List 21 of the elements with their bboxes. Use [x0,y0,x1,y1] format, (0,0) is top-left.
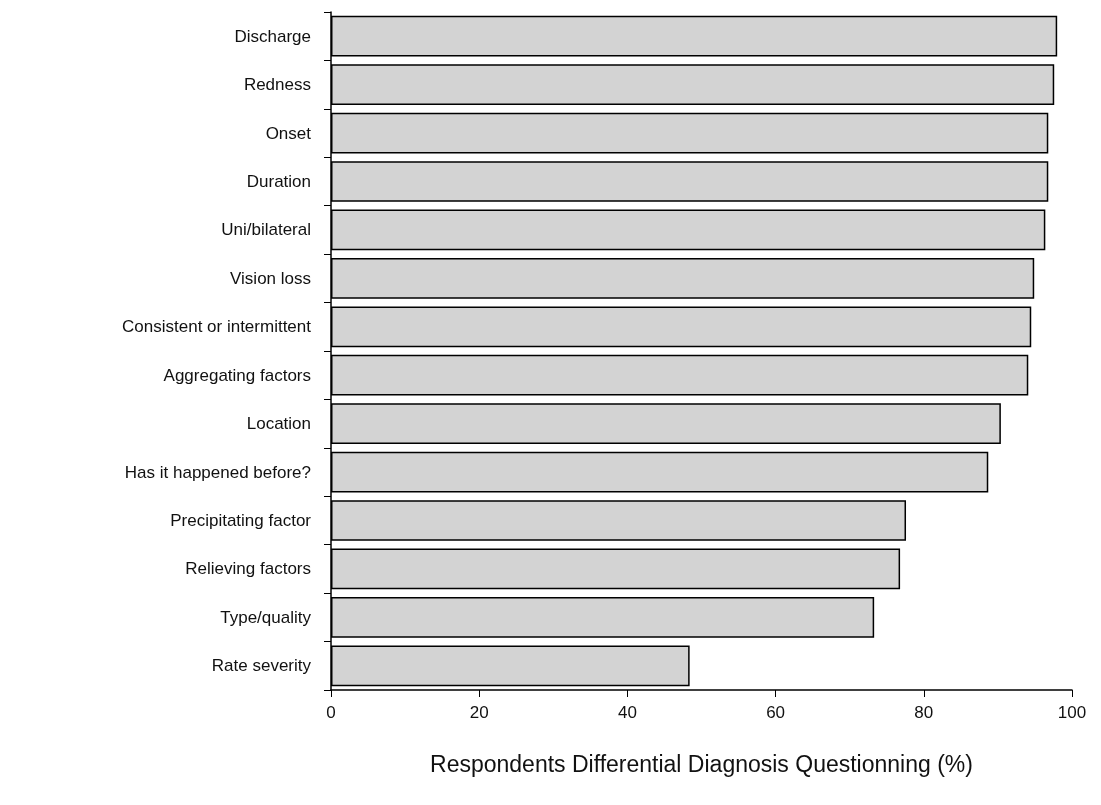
y-tick-label: Relieving factors [185,559,311,579]
y-tick-label: Aggregating factors [163,365,311,385]
y-tick-label: Rate severity [211,656,312,676]
x-tick-label: 20 [469,703,489,722]
x-tick-label: 80 [914,703,934,722]
x-tick-label: 100 [1057,703,1087,722]
x-tick-label: 0 [326,703,336,722]
y-tick-label: Consistent or intermittent [122,317,312,337]
y-tick-label: Precipitating factor [170,511,312,530]
x-axis-title: Respondents Differential Diagnosis Questionning (%) [430,750,973,777]
y-tick-label: Discharge [234,26,311,46]
y-tick-label: Uni/bilateral [221,220,311,240]
y-tick-label: Duration [246,172,311,191]
y-tick-label: Vision loss [230,268,311,288]
y-tick-label: Has it happened before? [124,462,311,482]
y-tick-label: Redness [243,75,311,95]
y-tick-label: Type/quality [220,607,312,627]
y-tick-label: Location [246,414,311,434]
x-tick-label: 40 [617,703,637,722]
y-tick-label: Onset [265,123,312,143]
x-tick-label: 60 [766,703,786,722]
